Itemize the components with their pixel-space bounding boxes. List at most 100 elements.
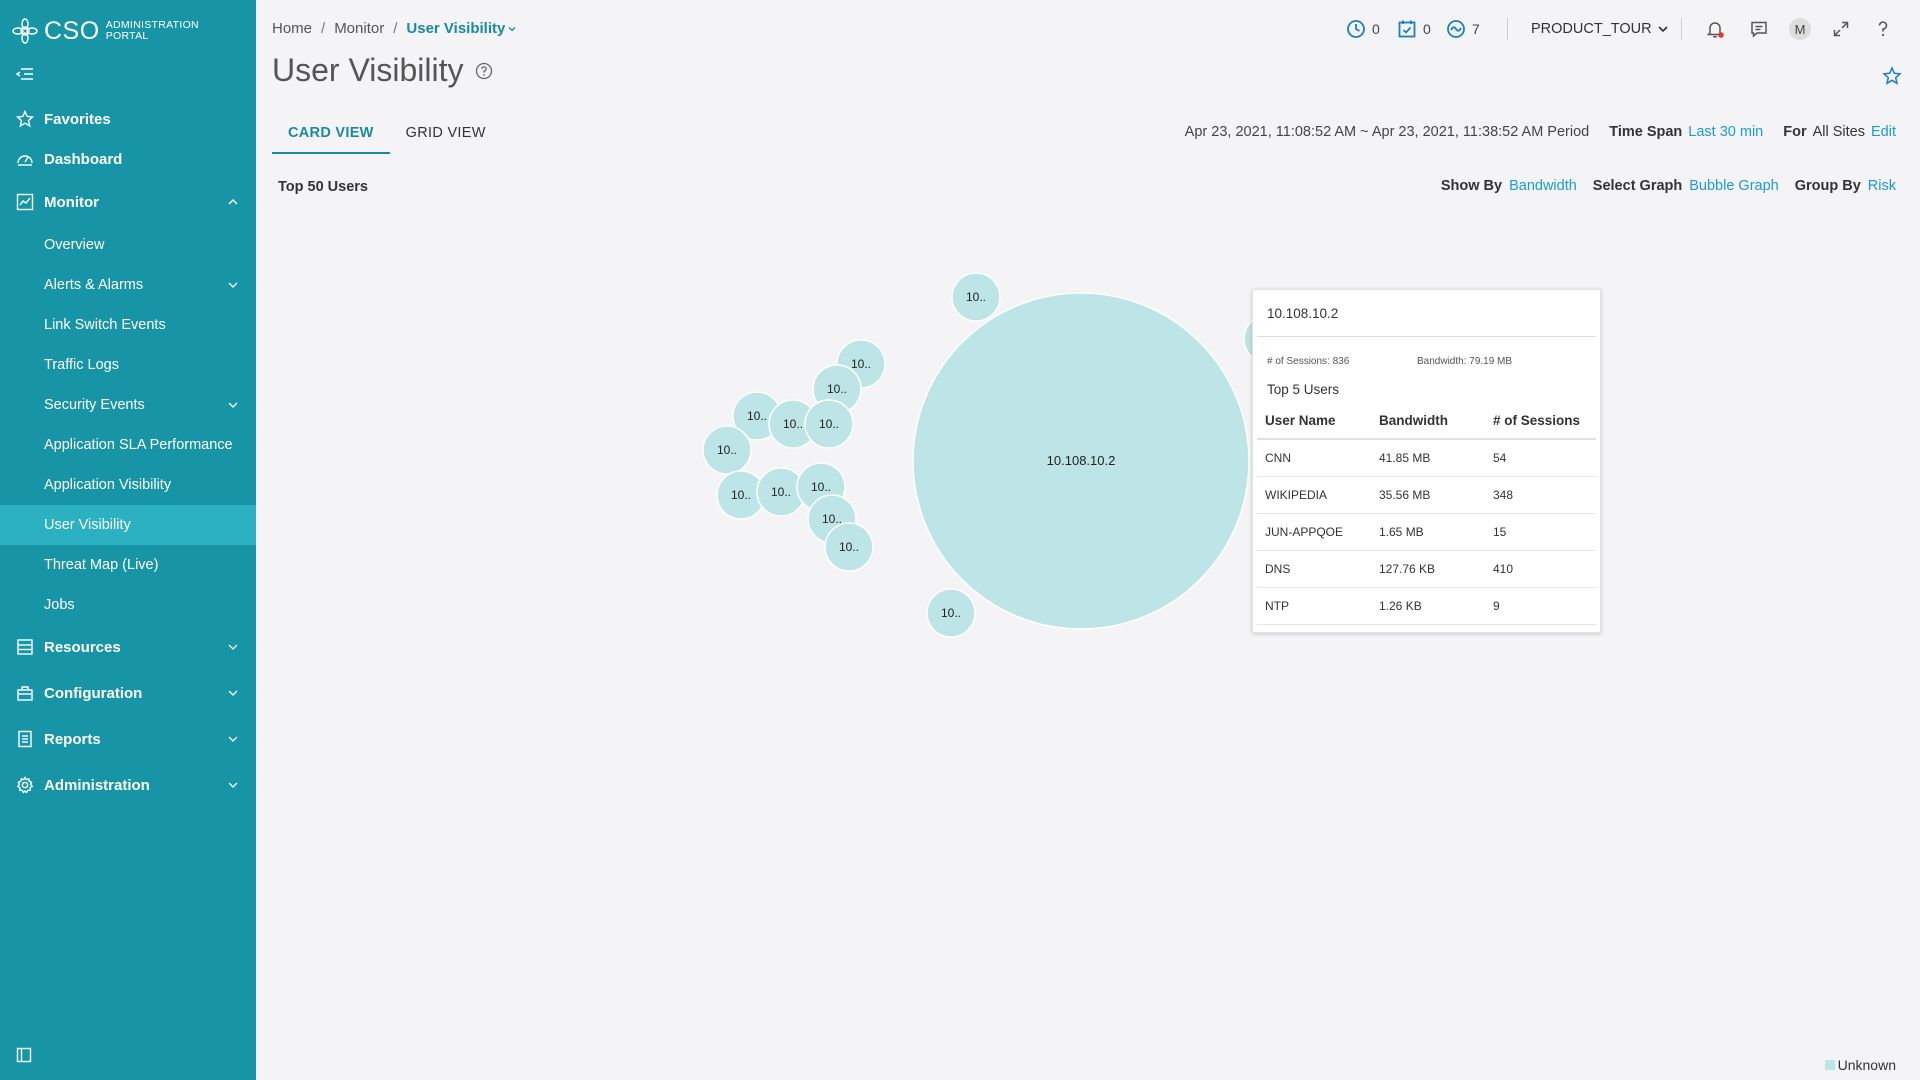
gear-icon <box>16 776 34 794</box>
sidebar-item-favorites[interactable]: Favorites <box>0 107 256 131</box>
bubble-node[interactable] <box>926 588 976 638</box>
tenant-name: PRODUCT_TOUR <box>1531 21 1652 37</box>
sidebar-item-reports[interactable]: Reports <box>0 727 256 751</box>
sidebar-item-configuration[interactable]: Configuration <box>0 681 256 705</box>
select-graph-label: Select Graph <box>1592 178 1683 194</box>
breadcrumb-current[interactable]: User Visibility <box>406 20 506 37</box>
edit-link[interactable]: Edit <box>1871 124 1896 140</box>
reports-document-icon <box>18 730 32 748</box>
favorite-star-icon[interactable] <box>1882 66 1902 86</box>
table-row: JUN-APPQOE 1.65 MB 15 <box>1257 514 1596 551</box>
toolbar-divider <box>1681 18 1682 40</box>
bubble-node[interactable] <box>824 522 874 572</box>
sidebar-label-application-visibility: Application Visibility <box>44 477 172 493</box>
chevron-down-icon[interactable] <box>227 399 239 411</box>
show-by-label: Show By <box>1440 178 1503 194</box>
brand-subtitle-line2: PORTAL <box>105 30 149 42</box>
sidebar-label-security-events: Security Events <box>44 397 145 413</box>
chevron-down-icon[interactable] <box>507 24 517 34</box>
sidebar-item-threat-map-live[interactable]: Threat Map (Live) <box>0 545 256 585</box>
help-button[interactable] <box>1873 16 1893 42</box>
bubble-node[interactable] <box>951 272 1001 322</box>
breadcrumb-home[interactable]: Home <box>272 20 313 37</box>
sidebar-label-traffic-logs: Traffic Logs <box>44 357 119 373</box>
sidebar: CSO ADMINISTRATION PORTAL Favorites Dash… <box>0 0 256 1080</box>
chevron-down-icon[interactable] <box>227 733 239 745</box>
cell-user-name: NTP <box>1265 599 1289 613</box>
recent-jobs-counter[interactable]: 0 <box>1346 16 1380 42</box>
sidebar-item-traffic-logs[interactable]: Traffic Logs <box>0 345 256 385</box>
tenant-selector[interactable]: PRODUCT_TOUR <box>1531 16 1669 42</box>
sidebar-item-link-switch-events[interactable]: Link Switch Events <box>0 305 256 345</box>
sidebar-collapse-icon[interactable] <box>16 1047 32 1063</box>
user-menu[interactable]: M <box>1789 16 1811 42</box>
tooltip-top5-title: Top 5 Users <box>1267 382 1340 397</box>
sidebar-item-monitor[interactable]: Monitor <box>0 190 256 214</box>
activity-counter[interactable]: 7 <box>1446 16 1480 42</box>
sidebar-item-user-visibility[interactable]: User Visibility <box>0 505 256 545</box>
legend-swatch <box>1824 1060 1835 1070</box>
chevron-down-icon[interactable] <box>227 279 239 291</box>
group-by-label: Group By <box>1794 178 1861 194</box>
bubble-node[interactable] <box>804 399 854 449</box>
cell-user-name: CNN <box>1265 451 1291 465</box>
sidebar-item-application-sla-performance[interactable]: Application SLA Performance <box>0 425 256 465</box>
tooltip-sessions: # of Sessions: 836 <box>1267 356 1350 367</box>
cell-bandwidth: 35.56 MB <box>1379 488 1431 502</box>
sidebar-label-overview: Overview <box>44 237 105 253</box>
cell-user-name: JUN-APPQOE <box>1265 525 1344 539</box>
group-by-value-link[interactable]: Risk <box>1867 178 1896 194</box>
sidebar-item-application-visibility[interactable]: Application Visibility <box>0 465 256 505</box>
sidebar-label-link-switch-events: Link Switch Events <box>44 317 166 333</box>
chevron-down-icon[interactable] <box>227 779 239 791</box>
table-row: DNS 127.76 KB 410 <box>1257 551 1596 588</box>
bubble-node-primary[interactable] <box>912 292 1250 630</box>
chevron-down-icon[interactable] <box>227 687 239 699</box>
notifications-button[interactable] <box>1705 16 1725 42</box>
fullscreen-button[interactable] <box>1831 16 1851 42</box>
chart-legend: Unknown <box>1824 1057 1896 1073</box>
help-circle-icon[interactable] <box>475 62 493 80</box>
sidebar-item-overview[interactable]: Overview <box>0 225 256 265</box>
select-graph-value-link[interactable]: Bubble Graph <box>1689 178 1779 194</box>
scheduled-counter[interactable]: 0 <box>1397 16 1431 42</box>
calendar-count: 0 <box>1423 21 1431 37</box>
clock-count: 0 <box>1372 21 1380 37</box>
activity-icon <box>1447 20 1465 38</box>
sidebar-item-jobs[interactable]: Jobs <box>0 585 256 625</box>
tab-card-view[interactable]: CARD VIEW <box>272 122 390 154</box>
breadcrumb-separator: / <box>393 20 398 37</box>
logo[interactable]: CSO ADMINISTRATION PORTAL <box>12 16 199 46</box>
sidebar-item-alerts-alarms[interactable]: Alerts & Alarms <box>0 265 256 305</box>
table-header-row: User Name Bandwidth # of Sessions <box>1257 402 1596 440</box>
chevron-down-icon <box>1658 26 1668 33</box>
bell-icon <box>1706 22 1724 38</box>
tooltip-bandwidth: Bandwidth: 79.19 MB <box>1417 356 1513 367</box>
table-row: NTP 1.26 KB 9 <box>1257 588 1596 625</box>
sidebar-item-resources[interactable]: Resources <box>0 635 256 659</box>
sidebar-item-administration[interactable]: Administration <box>0 773 256 797</box>
sidebar-item-security-events[interactable]: Security Events <box>0 385 256 425</box>
question-mark-icon <box>1878 21 1888 37</box>
time-span-label: Time Span <box>1609 124 1683 140</box>
bubble-node[interactable] <box>702 425 752 475</box>
time-span-value-link[interactable]: Last 30 min <box>1688 124 1764 140</box>
resources-server-icon <box>17 639 33 655</box>
show-by-value-link[interactable]: Bandwidth <box>1509 178 1577 194</box>
messages-button[interactable] <box>1749 16 1769 42</box>
menu-toggle-icon[interactable] <box>16 66 34 82</box>
for-value: All Sites <box>1812 124 1865 140</box>
legend-label-unknown[interactable]: Unknown <box>1837 1057 1896 1073</box>
bubble-tooltip: 10.108.10.2 # of Sessions: 836 Bandwidth… <box>1252 289 1601 633</box>
sidebar-item-dashboard[interactable]: Dashboard <box>0 147 256 171</box>
chevron-up-icon[interactable] <box>227 196 239 208</box>
tab-grid-view[interactable]: GRID VIEW <box>405 125 486 141</box>
sidebar-label-jobs: Jobs <box>44 597 75 613</box>
chevron-down-icon[interactable] <box>227 641 239 653</box>
breadcrumb: Home / Monitor / User Visibility <box>272 20 517 37</box>
breadcrumb-monitor[interactable]: Monitor <box>334 20 385 37</box>
page-title-text: User Visibility <box>272 52 464 88</box>
sidebar-label-resources: Resources <box>44 638 121 656</box>
brand-subtitle: ADMINISTRATION PORTAL <box>106 20 199 42</box>
